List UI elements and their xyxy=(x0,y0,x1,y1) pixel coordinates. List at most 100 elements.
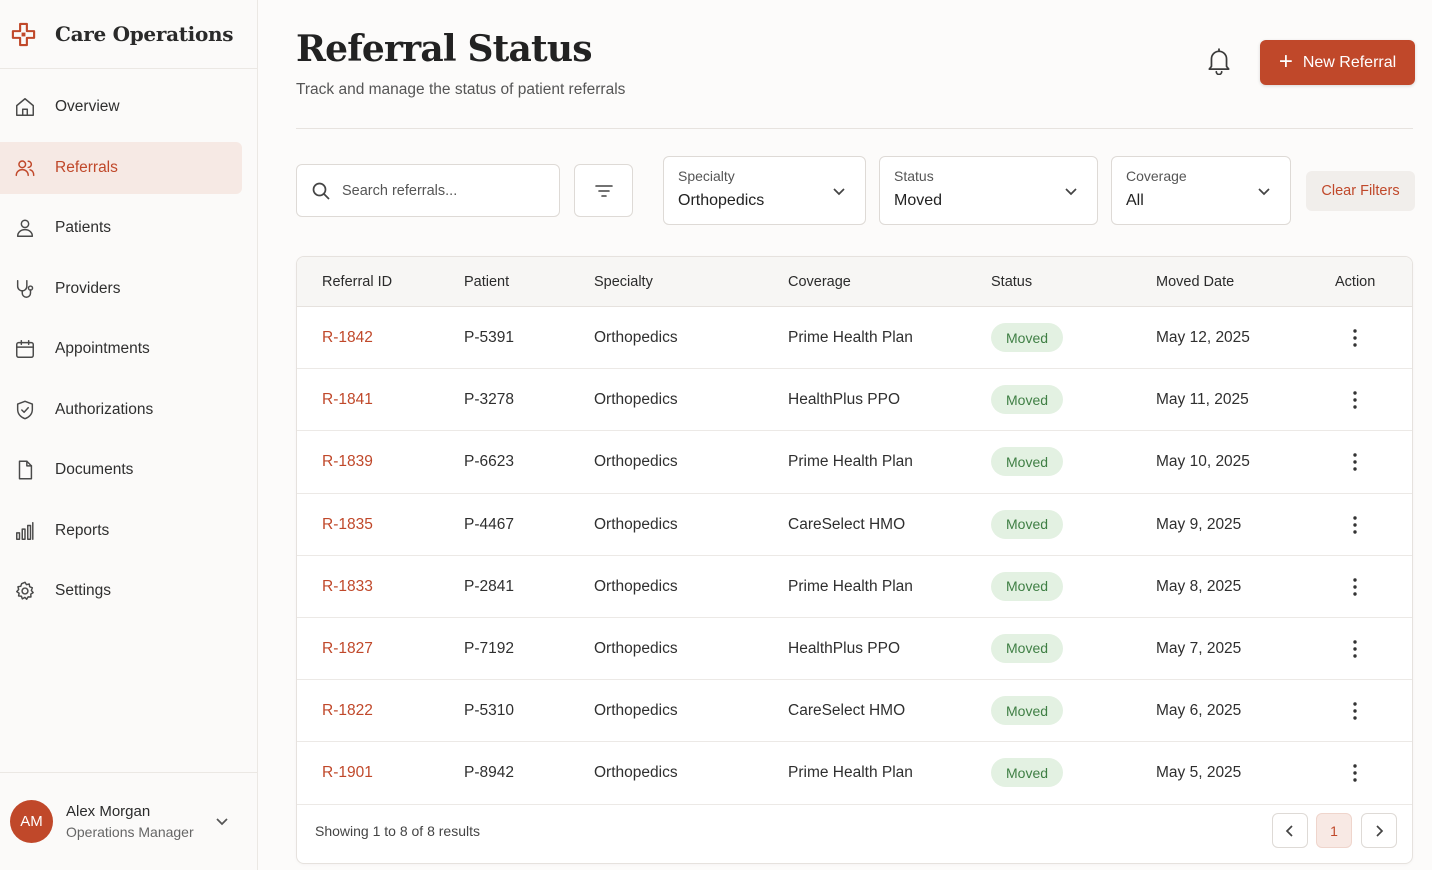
sidebar-item-reports[interactable]: Reports xyxy=(0,505,242,557)
chevron-right-icon xyxy=(1376,824,1384,837)
patient-cell: P-5391 xyxy=(464,329,514,346)
referral-id-link[interactable]: R-1841 xyxy=(322,391,373,409)
specialty-label: Specialty xyxy=(678,168,735,184)
more-actions-icon[interactable] xyxy=(1343,634,1367,664)
new-referral-button[interactable]: + New Referral xyxy=(1260,40,1415,85)
calendar-icon xyxy=(14,338,36,360)
sidebar: Care Operations Overview Referrals Patie… xyxy=(0,0,258,870)
table-row: R-1827 P-7192 Orthopedics HealthPlus PPO… xyxy=(297,618,1412,681)
moved-date-cell: May 9, 2025 xyxy=(1156,515,1242,533)
sidebar-item-patients[interactable]: Patients xyxy=(0,202,242,254)
sidebar-item-appointments[interactable]: Appointments xyxy=(0,323,242,375)
referral-id-link[interactable]: R-1839 xyxy=(322,453,373,471)
sidebar-item-referrals[interactable]: Referrals xyxy=(0,141,242,194)
more-actions-icon[interactable] xyxy=(1343,510,1367,540)
column-header-specialty[interactable]: Specialty xyxy=(594,274,653,290)
moved-date-cell: May 8, 2025 xyxy=(1156,577,1242,595)
referral-id-link[interactable]: R-1822 xyxy=(322,702,373,720)
column-header-referral-id[interactable]: Referral ID xyxy=(322,274,393,290)
specialty-cell: Orthopedics xyxy=(594,391,678,409)
patient-cell: P-3278 xyxy=(464,391,514,409)
column-header-moved-date[interactable]: Moved Date xyxy=(1156,274,1235,290)
page-title: Referral Status xyxy=(296,28,593,70)
sidebar-item-label: Referrals xyxy=(55,158,118,176)
column-header-coverage[interactable]: Coverage xyxy=(788,274,851,290)
referral-id-link[interactable]: R-1833 xyxy=(322,577,373,595)
sidebar-item-authorizations[interactable]: Authorizations xyxy=(0,384,242,436)
status-value: Moved xyxy=(894,192,943,209)
bar-chart-icon xyxy=(14,520,36,542)
medical-cross-icon xyxy=(11,22,36,46)
chevron-down-icon xyxy=(1063,183,1079,199)
more-actions-icon[interactable] xyxy=(1343,385,1367,415)
status-badge: Moved xyxy=(991,696,1064,726)
status-label: Status xyxy=(894,168,934,184)
moved-date-cell: May 7, 2025 xyxy=(1156,639,1242,657)
sidebar-item-settings[interactable]: Settings xyxy=(0,565,242,617)
clear-filters-button[interactable]: Clear Filters xyxy=(1306,171,1415,211)
more-actions-icon[interactable] xyxy=(1343,323,1367,353)
new-referral-label: New Referral xyxy=(1302,53,1397,71)
patient-cell: P-4467 xyxy=(464,515,514,533)
referral-id-link[interactable]: R-1835 xyxy=(322,515,373,533)
column-header-patient[interactable]: Patient xyxy=(464,274,510,290)
search-icon xyxy=(312,182,330,200)
prev-page-button[interactable] xyxy=(1272,813,1308,848)
specialty-cell: Orthopedics xyxy=(594,577,678,595)
more-actions-icon[interactable] xyxy=(1343,447,1367,477)
moved-date-cell: May 5, 2025 xyxy=(1156,764,1242,782)
sidebar-item-providers[interactable]: Providers xyxy=(0,263,242,315)
referral-id-link[interactable]: R-1827 xyxy=(322,639,373,657)
brand: Care Operations xyxy=(0,0,257,69)
bell-icon[interactable] xyxy=(1206,47,1236,77)
table-row: R-1841 P-3278 Orthopedics HealthPlus PPO… xyxy=(297,369,1412,432)
user-role: Operations Manager xyxy=(66,824,194,840)
chevron-down-icon[interactable] xyxy=(214,813,230,829)
table-row: R-1822 P-5310 Orthopedics CareSelect HMO… xyxy=(297,680,1412,743)
table-header: Referral ID Patient Specialty Coverage S… xyxy=(297,257,1412,307)
search-box[interactable] xyxy=(296,164,560,217)
status-badge: Moved xyxy=(991,758,1064,788)
filter-button[interactable] xyxy=(574,164,633,217)
status-dropdown[interactable]: Status Moved xyxy=(879,156,1098,225)
user-name: Alex Morgan xyxy=(66,803,151,820)
page-1-button[interactable]: 1 xyxy=(1316,813,1352,848)
coverage-cell: CareSelect HMO xyxy=(788,515,906,533)
users-icon xyxy=(14,157,36,179)
table-footer: Showing 1 to 8 of 8 results 1 xyxy=(297,799,1412,863)
sidebar-item-documents[interactable]: Documents xyxy=(0,444,242,496)
moved-date-cell: May 10, 2025 xyxy=(1156,453,1250,471)
chevron-left-icon xyxy=(1285,824,1293,837)
sidebar-item-overview[interactable]: Overview xyxy=(0,81,242,133)
sidebar-nav: Overview Referrals Patients Providers Ap… xyxy=(0,81,258,626)
next-page-button[interactable] xyxy=(1361,813,1397,848)
status-badge: Moved xyxy=(991,633,1064,663)
specialty-cell: Orthopedics xyxy=(594,515,678,533)
stethoscope-icon xyxy=(14,278,36,300)
search-input[interactable] xyxy=(342,182,542,199)
referrals-table: Referral ID Patient Specialty Coverage S… xyxy=(296,256,1413,864)
column-header-status[interactable]: Status xyxy=(991,274,1033,290)
avatar: AM xyxy=(10,800,53,843)
results-summary: Showing 1 to 8 of 8 results xyxy=(315,823,480,839)
patient-cell: P-6623 xyxy=(464,453,514,471)
coverage-dropdown[interactable]: Coverage All xyxy=(1111,156,1291,225)
coverage-label: Coverage xyxy=(1126,168,1187,184)
chevron-down-icon xyxy=(831,183,847,199)
coverage-cell: Prime Health Plan xyxy=(788,329,913,346)
more-actions-icon[interactable] xyxy=(1343,572,1367,602)
status-badge: Moved xyxy=(991,385,1064,415)
referral-id-link[interactable]: R-1842 xyxy=(322,329,373,346)
moved-date-cell: May 6, 2025 xyxy=(1156,702,1242,720)
patient-cell: P-8942 xyxy=(464,764,514,782)
specialty-dropdown[interactable]: Specialty Orthopedics xyxy=(663,156,866,225)
more-actions-icon[interactable] xyxy=(1343,758,1367,788)
table-row: R-1833 P-2841 Orthopedics Prime Health P… xyxy=(297,556,1412,618)
moved-date-cell: May 11, 2025 xyxy=(1156,391,1249,409)
referral-id-link[interactable]: R-1901 xyxy=(322,764,373,782)
sidebar-item-label: Appointments xyxy=(55,340,150,357)
specialty-cell: Orthopedics xyxy=(594,329,678,346)
more-actions-icon[interactable] xyxy=(1343,696,1367,726)
user-profile[interactable]: AM Alex Morgan Operations Manager xyxy=(0,772,258,870)
specialty-value: Orthopedics xyxy=(678,192,765,209)
